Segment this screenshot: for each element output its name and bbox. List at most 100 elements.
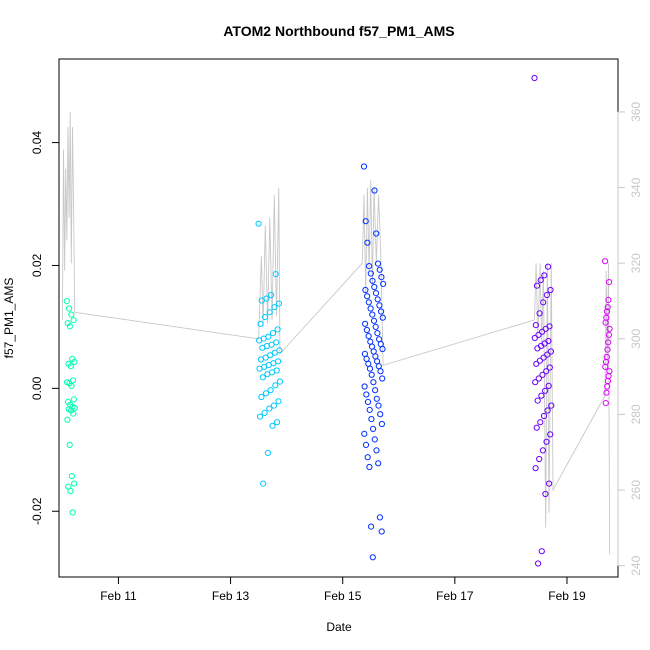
data-point (377, 411, 384, 418)
data-point (535, 560, 542, 567)
data-point (274, 326, 281, 333)
data-point (531, 74, 538, 82)
data-point (68, 311, 75, 318)
data-point (545, 382, 552, 389)
data-point (543, 438, 550, 445)
point-group-2 (255, 220, 283, 487)
data-point (68, 473, 76, 480)
data-point (539, 447, 547, 454)
data-point (533, 360, 540, 367)
data-point (370, 425, 377, 432)
data-point (267, 387, 274, 394)
data-point (369, 311, 376, 318)
axes: Feb 11 Feb 13 Feb 15 Feb 17 Feb 19 -0.02 0.00 0… (30, 102, 643, 603)
data-point (544, 263, 552, 270)
data-point (272, 382, 279, 389)
data-point (606, 279, 613, 286)
data-point (368, 523, 375, 530)
data-point (372, 290, 380, 297)
data-point (369, 277, 376, 284)
data-point (547, 348, 555, 355)
point-group-5 (602, 258, 613, 407)
data-point (541, 272, 548, 279)
data-point (378, 528, 385, 535)
data-point (257, 356, 264, 363)
data-point (69, 377, 77, 384)
data-point (543, 368, 550, 375)
data-point (542, 490, 549, 498)
data-point (370, 317, 378, 324)
data-point (69, 509, 76, 516)
data-point (276, 378, 283, 385)
data-point (360, 163, 368, 170)
data-point (538, 392, 545, 399)
data-point (66, 323, 74, 330)
x-tick-label: Feb 17 (436, 589, 474, 603)
data-point (606, 325, 613, 332)
data-point (602, 319, 609, 326)
data-point (362, 286, 369, 294)
data-point (68, 382, 75, 389)
data-point (547, 431, 554, 438)
data-point (371, 283, 378, 291)
data-point (361, 430, 368, 437)
data-point (374, 330, 381, 337)
data-point (63, 298, 70, 305)
y2-tick-label: 320 (629, 253, 643, 273)
data-point (547, 286, 554, 294)
point-group-1 (63, 298, 78, 516)
data-point (362, 218, 369, 225)
data-point (262, 314, 269, 321)
y-axis-label: f57_PM1_AMS (2, 278, 16, 359)
data-point (362, 320, 369, 327)
data-point (66, 305, 73, 312)
data-point (602, 258, 609, 265)
data-point (364, 293, 371, 300)
y-tick-label: 0.00 (30, 376, 44, 400)
data-point (363, 391, 370, 398)
data-point (377, 368, 384, 375)
y2-tick-label: 300 (629, 328, 643, 348)
data-point (605, 296, 612, 303)
data-point (532, 322, 540, 329)
data-point (375, 460, 382, 467)
data-point (264, 449, 271, 456)
data-point (260, 480, 267, 487)
data-point (546, 364, 553, 371)
data-point (537, 277, 544, 284)
data-point (603, 308, 611, 315)
data-point (378, 420, 385, 428)
data-point (374, 260, 382, 267)
data-point (257, 320, 264, 327)
data-point (372, 387, 379, 394)
data-point (367, 270, 374, 277)
data-point (548, 402, 555, 409)
data-point (264, 371, 271, 378)
data-point (536, 357, 544, 364)
data-point (273, 339, 280, 346)
data-point (276, 347, 283, 354)
data-point (259, 374, 266, 381)
data-point (536, 455, 543, 463)
data-point (365, 299, 372, 306)
chart-title: ATOM2 Northbound f57_PM1_AMS (223, 23, 454, 39)
y2-tick-label: 280 (629, 404, 643, 424)
y2-tick-label: 260 (629, 480, 643, 500)
data-point (67, 363, 74, 370)
data-point (534, 345, 541, 352)
data-point (271, 304, 278, 311)
data-point (540, 412, 548, 420)
y-tick-label: 0.04 (30, 131, 44, 155)
data-point (64, 416, 71, 423)
data-point (70, 317, 77, 324)
data-point (603, 389, 610, 396)
data-point (370, 379, 377, 386)
data-point (364, 454, 371, 461)
data-point (379, 314, 386, 321)
data-point (534, 397, 541, 404)
data-point (376, 514, 383, 521)
data-point (369, 554, 376, 561)
data-point (539, 371, 546, 378)
data-point (378, 308, 385, 315)
